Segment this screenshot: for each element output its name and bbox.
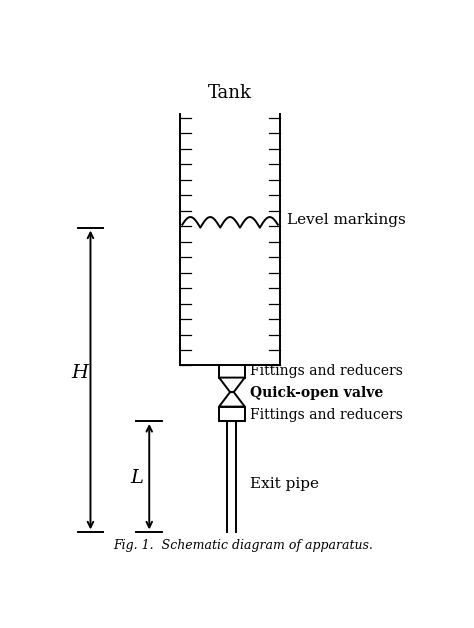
Text: Quick-open valve: Quick-open valve [250,386,383,399]
Bar [219,365,245,377]
Text: L: L [130,468,143,487]
Text: Level markings: Level markings [287,214,406,227]
Text: Tank: Tank [208,84,252,102]
Polygon shape [219,377,245,392]
Text: Exit pipe: Exit pipe [250,477,319,491]
Polygon shape [219,392,245,406]
Bar [219,406,245,421]
Text: Fittings and reducers: Fittings and reducers [250,408,403,422]
Text: H: H [71,364,88,382]
Text: Fittings and reducers: Fittings and reducers [250,364,403,378]
Text: Fig. 1.  Schematic diagram of apparatus.: Fig. 1. Schematic diagram of apparatus. [113,539,373,551]
